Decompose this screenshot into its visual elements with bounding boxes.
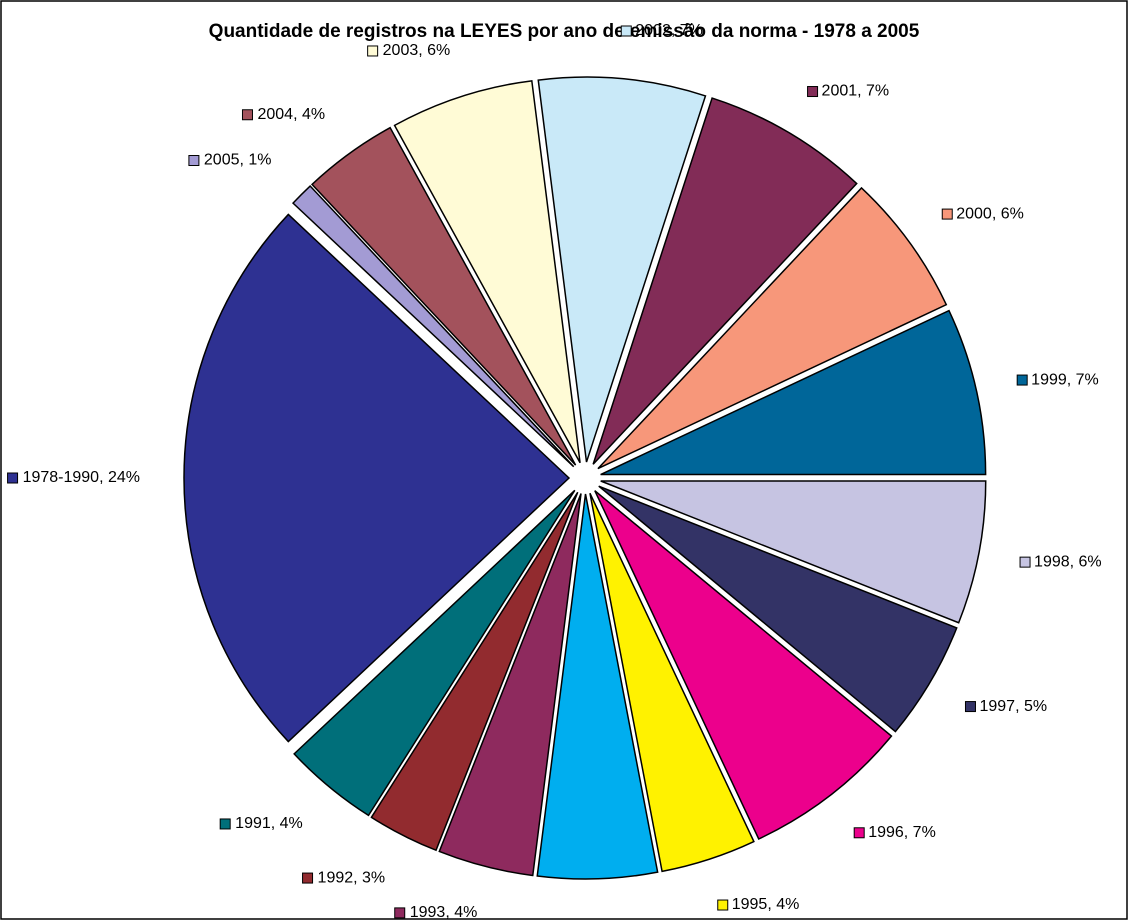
legend-swatch — [620, 25, 632, 37]
pie-slice — [310, 126, 577, 466]
pie-slice — [438, 493, 582, 877]
slice-label: 1978-1990, 24% — [23, 469, 140, 486]
slice-label: 2001, 7% — [822, 83, 890, 100]
legend-swatch — [964, 701, 976, 713]
legend-swatch — [188, 155, 200, 167]
legend-swatch — [7, 472, 19, 484]
legend-swatch — [1019, 556, 1031, 568]
legend-swatch — [219, 818, 231, 830]
pie-slice — [592, 97, 858, 465]
slice-label: 1992, 3% — [318, 869, 386, 886]
legend-swatch — [717, 899, 729, 911]
pie-slice — [589, 492, 755, 873]
slice-label: 2002, 7% — [635, 22, 703, 39]
pie-slice — [597, 186, 948, 470]
legend-swatch — [807, 86, 819, 98]
slice-label: 1995, 4% — [732, 896, 800, 913]
pie-slice — [598, 485, 958, 733]
legend-swatch — [367, 45, 379, 57]
pie-slice — [291, 184, 575, 468]
pie-slice — [370, 491, 579, 852]
pie-slice — [536, 493, 659, 880]
pie-slice — [293, 489, 576, 817]
legend-swatch — [1016, 374, 1028, 386]
slice-label: 1994, 5% — [607, 918, 675, 920]
pie-slice — [393, 79, 581, 464]
slice-label: 2005, 1% — [204, 152, 272, 169]
pie-slice — [600, 480, 987, 624]
pie-slice — [537, 76, 707, 463]
chart-title: Quantidade de registros na LEYES por ano… — [209, 21, 920, 42]
slice-label: 2004, 4% — [257, 106, 325, 123]
slice-label: 1999, 7% — [1031, 371, 1099, 388]
legend-swatch — [853, 827, 865, 839]
slice-label: 1996, 7% — [868, 824, 936, 841]
slice-label: 1998, 6% — [1034, 553, 1102, 570]
slice-label: 2003, 6% — [383, 42, 451, 59]
pie-slice — [600, 309, 987, 476]
pie-slice — [183, 213, 571, 743]
legend-swatch — [394, 907, 406, 919]
legend-swatch — [941, 208, 953, 220]
slice-label: 2000, 6% — [956, 205, 1024, 222]
pie-slice — [594, 490, 893, 840]
slice-label: 1993, 4% — [410, 904, 478, 920]
slice-label: 1997, 5% — [979, 698, 1047, 715]
slice-label: 1991, 4% — [235, 815, 303, 832]
legend-swatch — [241, 109, 253, 121]
legend-swatch — [302, 872, 314, 884]
